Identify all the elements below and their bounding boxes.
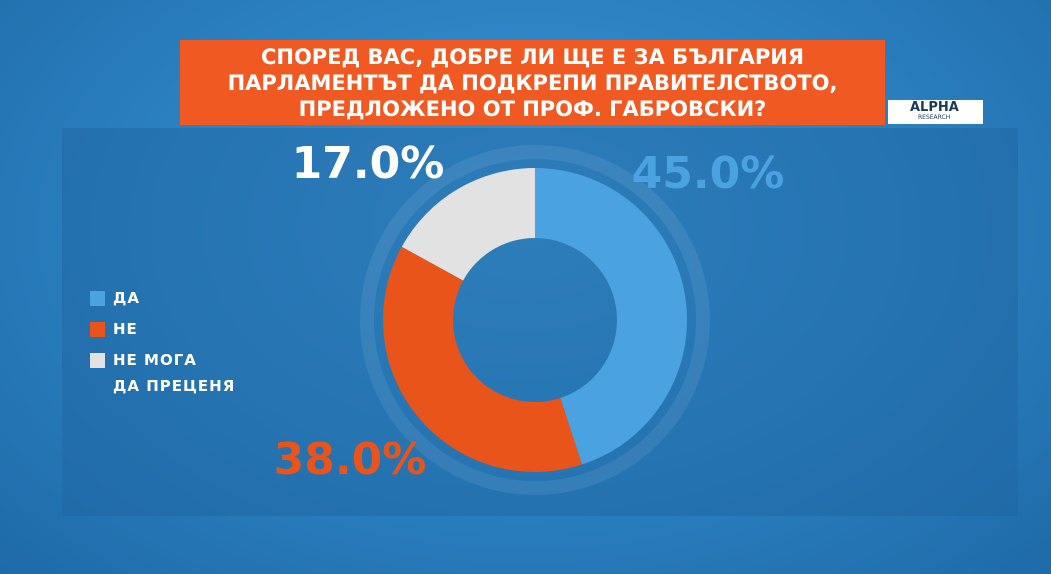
legend-label: ДА [113,289,140,307]
ring-decoration [360,145,710,495]
donut-slice [401,168,535,281]
legend-swatch [90,322,105,337]
logo-subtext: RESEARCH [918,114,951,121]
data-label: 38.0% [274,434,427,485]
chart-title: СПОРЕД ВАС, ДОБРЕ ЛИ ЩЕ Е ЗА БЪЛГАРИЯ ПА… [180,40,885,125]
legend-swatch [90,291,105,306]
data-label: 17.0% [292,138,445,189]
donut-slice [382,246,582,473]
legend-label: НЕ МОГА ДА ПРЕЦЕНЯ [113,351,236,395]
donut-slice [535,168,687,465]
logo-text: ALPHA [910,100,959,115]
legend-label: НЕ [113,320,138,338]
data-label: 45.0% [632,148,785,199]
logo: ALPHA RESEARCH [888,100,983,124]
legend-swatch [90,353,105,368]
